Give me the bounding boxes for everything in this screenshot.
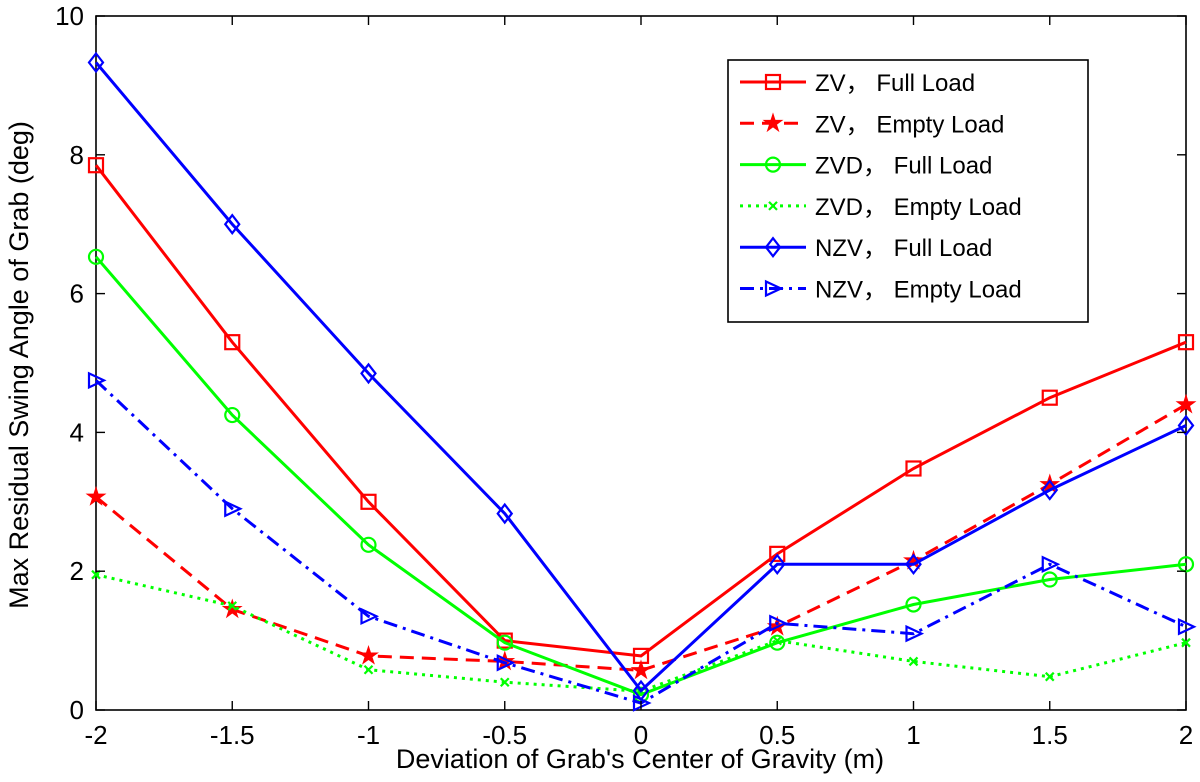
legend-marker (764, 279, 784, 298)
data-point (85, 485, 107, 506)
legend-marker (762, 112, 784, 133)
data-point (87, 51, 105, 74)
data-point (227, 601, 238, 611)
data-point (1181, 637, 1191, 648)
data-point (496, 654, 516, 672)
data-point (1041, 571, 1058, 588)
x-tick-label: -1.5 (210, 720, 255, 750)
y-tick-label: 2 (70, 556, 84, 586)
data-point (1175, 393, 1197, 414)
legend-marker (764, 156, 782, 173)
legend-box (727, 59, 1089, 323)
y-tick-label: 4 (70, 417, 84, 447)
x-tick-label: 1 (906, 720, 920, 750)
data-point (769, 634, 786, 651)
data-point (1041, 555, 1061, 573)
x-tick-label: 0.5 (759, 720, 795, 750)
data-point (360, 493, 377, 510)
data-point (87, 371, 107, 390)
legend-item: ZV， Full Load (740, 70, 975, 97)
data-point (223, 213, 241, 235)
data-point (905, 553, 922, 576)
data-point (360, 536, 377, 553)
series-0 (87, 157, 1195, 664)
y-tick-label: 8 (70, 140, 84, 170)
data-point (87, 157, 105, 174)
legend-label: ZV， Full Load (815, 70, 975, 97)
data-point (772, 635, 783, 646)
legend-item: NZV， Empty Load (740, 277, 1022, 304)
data-point (91, 569, 101, 580)
legend-label: ZVD， Full Load (815, 153, 992, 180)
data-point (769, 614, 788, 632)
data-point (363, 664, 374, 675)
x-tick-label: 0 (634, 720, 648, 750)
data-point (1177, 334, 1195, 351)
legend-item: ZVD， Full Load (740, 153, 992, 180)
data-point (221, 598, 243, 619)
legend-item: ZV， Empty Load (740, 111, 1004, 138)
data-point (1044, 671, 1055, 682)
y-axis-label: Max Residual Swing Angle of Grab (deg) (4, 121, 34, 609)
data-point (905, 596, 922, 613)
data-point (224, 334, 241, 351)
legend-marker (768, 201, 778, 211)
x-tick-label: -2 (84, 720, 107, 750)
legend-marker (764, 236, 782, 258)
data-point (358, 644, 379, 665)
x-tick-label: -1 (357, 720, 380, 750)
data-point (630, 659, 652, 680)
data-point (905, 460, 922, 477)
series-line (94, 61, 1187, 693)
data-point (360, 362, 377, 385)
data-point (87, 248, 105, 265)
data-point (1177, 414, 1195, 437)
data-point (768, 553, 786, 576)
x-axis-label: Deviation of Grab's Center of Gravity (m… (396, 744, 884, 774)
y-tick-label: 10 (55, 1, 84, 31)
data-point (360, 607, 380, 626)
x-tick-label: 2 (1179, 720, 1193, 750)
axis-ticks: -2 -1.5 -1 -0.5 0 0.5 1 1.5 2 0 2 4 6 8 10 (55, 1, 1193, 750)
data-point (496, 502, 514, 525)
data-point (1041, 479, 1059, 501)
data-point (1039, 473, 1061, 494)
series-4 (87, 51, 1195, 702)
series-2 (87, 248, 1195, 703)
series-3 (91, 569, 1191, 697)
data-point (1177, 617, 1197, 636)
legend-label: ZV， Empty Load (815, 111, 1004, 138)
legend-marker (764, 73, 782, 91)
data-point (908, 656, 919, 667)
data-point (1041, 389, 1058, 406)
data-point (905, 624, 925, 643)
data-point (496, 634, 513, 651)
legend-label: ZVD， Empty Load (815, 194, 1022, 221)
x-tick-label: 1.5 (1032, 720, 1068, 750)
series-line (95, 403, 1187, 672)
legend-label: NZV， Empty Load (815, 277, 1022, 304)
legend-label: NZV， Full Load (815, 235, 992, 262)
y-tick-label: 0 (70, 695, 84, 725)
series-layer (85, 51, 1197, 712)
data-point (769, 545, 786, 562)
data-point (224, 500, 243, 518)
series-line (94, 164, 1187, 658)
x-tick-label: -0.5 (482, 720, 527, 750)
series-line (95, 573, 1187, 693)
data-point (499, 677, 510, 688)
legend: ZV， Full Load ZV， Empty Load ZVD， Full Loa… (727, 59, 1089, 323)
y-tick-label: 6 (70, 279, 84, 309)
legend-item: NZV， Full Load (740, 235, 992, 262)
data-point (224, 406, 241, 424)
legend-item: ZVD， Empty Load (740, 194, 1022, 221)
series-line (94, 255, 1187, 697)
